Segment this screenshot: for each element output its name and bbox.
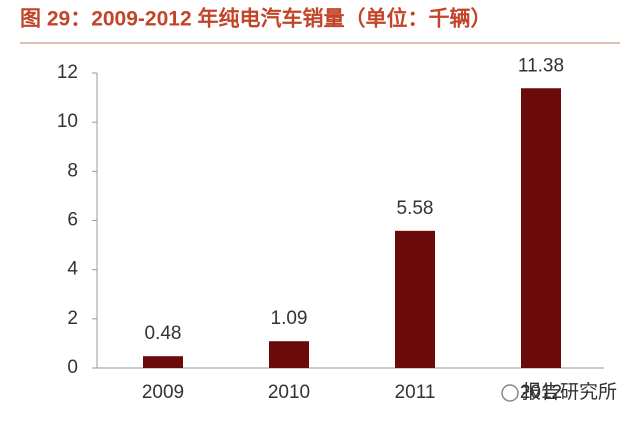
chart-title: 图 29：2009-2012 年纯电汽车销量（单位：千辆） — [20, 7, 491, 31]
y-tick-label: 12 — [57, 62, 78, 83]
y-tick-label: 6 — [67, 210, 78, 231]
bar — [269, 341, 309, 368]
value-label: 5.58 — [397, 198, 434, 219]
x-tick-label: 2011 — [395, 382, 436, 403]
bar — [143, 356, 183, 368]
x-tick-label: 2010 — [268, 382, 310, 403]
bar — [521, 88, 561, 368]
value-label: 11.38 — [518, 55, 564, 76]
value-label: 0.48 — [145, 323, 182, 344]
y-tick-label: 4 — [67, 259, 78, 280]
y-tick-label: 10 — [57, 111, 78, 132]
watermark: 报告研究所 — [522, 381, 617, 403]
x-tick-label: 2009 — [142, 382, 184, 403]
value-label: 1.09 — [271, 308, 308, 329]
y-tick-label: 0 — [67, 357, 78, 378]
y-tick-label: 8 — [67, 160, 78, 181]
watermark-icon — [501, 384, 519, 402]
y-tick-label: 2 — [67, 308, 78, 329]
bar — [395, 230, 435, 368]
x-tick-label: 2012 — [520, 382, 562, 403]
